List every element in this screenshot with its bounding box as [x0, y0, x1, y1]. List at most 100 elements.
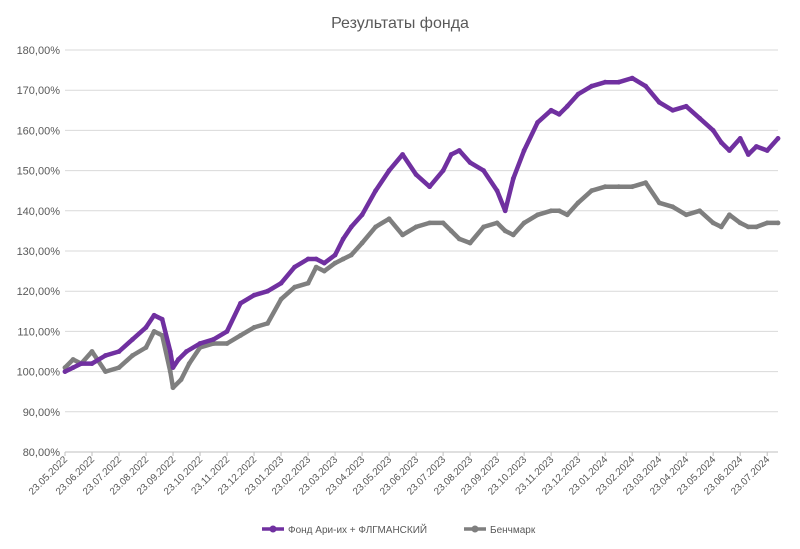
- data-point: [386, 216, 392, 222]
- data-point: [151, 329, 157, 334]
- data-point: [413, 172, 419, 178]
- data-point: [456, 148, 462, 153]
- data-point: [332, 252, 338, 258]
- data-point: [427, 184, 432, 190]
- data-point: [70, 365, 76, 370]
- data-point: [427, 220, 432, 226]
- data-point: [167, 349, 173, 354]
- data-point: [718, 224, 724, 230]
- x-axis: [64, 451, 778, 456]
- data-point: [178, 377, 184, 382]
- data-point: [616, 79, 622, 85]
- data-point: [494, 188, 500, 194]
- data-point: [448, 152, 454, 157]
- data-point: [494, 220, 500, 226]
- data-point: [103, 369, 108, 374]
- data-point: [727, 212, 732, 218]
- data-point: [78, 361, 84, 366]
- data-point: [348, 252, 354, 258]
- data-point: [564, 103, 570, 109]
- data-point: [265, 288, 270, 294]
- y-tick-label: 160,00%: [17, 125, 61, 137]
- data-point: [62, 369, 68, 374]
- y-tick-label: 90,00%: [23, 407, 61, 419]
- series-lines: [62, 75, 781, 391]
- data-point: [502, 208, 508, 214]
- data-point: [575, 91, 581, 97]
- data-point: [359, 212, 365, 218]
- data-point: [754, 144, 759, 149]
- data-point: [89, 361, 95, 366]
- data-point: [386, 168, 392, 174]
- data-point: [116, 365, 122, 370]
- data-point: [211, 341, 216, 346]
- data-point: [292, 264, 297, 270]
- data-point: [251, 292, 257, 298]
- data-point: [745, 152, 751, 157]
- y-tick-label: 120,00%: [17, 286, 61, 298]
- data-point: [321, 260, 327, 266]
- data-point: [238, 333, 243, 338]
- data-point: [575, 200, 581, 206]
- data-point: [251, 325, 257, 330]
- data-point: [400, 232, 405, 238]
- data-point: [456, 236, 462, 242]
- data-point: [70, 357, 76, 362]
- data-point: [278, 280, 284, 286]
- data-point: [548, 107, 554, 113]
- data-point: [467, 240, 473, 246]
- data-point: [643, 180, 649, 186]
- data-point: [130, 353, 135, 358]
- y-tick-label: 80,00%: [23, 447, 61, 459]
- data-point: [143, 325, 149, 330]
- data-point: [764, 220, 770, 226]
- y-tick-label: 140,00%: [17, 206, 61, 218]
- data-point: [440, 220, 446, 226]
- legend-label: Фонд Ари-их + ФЛГМАНСКИЙ: [288, 523, 427, 536]
- data-point: [332, 260, 338, 266]
- data-point: [348, 224, 354, 230]
- data-point: [548, 208, 554, 214]
- data-point: [697, 115, 703, 121]
- data-point: [727, 148, 732, 153]
- data-point: [481, 224, 486, 230]
- data-point: [737, 136, 743, 141]
- y-tick-label: 110,00%: [17, 326, 60, 338]
- data-point: [359, 240, 365, 246]
- data-point: [340, 236, 346, 242]
- data-point: [467, 160, 473, 166]
- data-point: [535, 212, 540, 218]
- chart-title: Результаты фонда: [331, 15, 469, 32]
- data-point: [305, 280, 311, 286]
- data-point: [589, 83, 594, 89]
- data-point: [697, 208, 703, 214]
- y-tick-labels: 80,00% 90,00% 100,00% 110,00% 120,00% 130,00%…: [17, 45, 61, 459]
- data-point: [718, 140, 724, 145]
- data-point: [616, 184, 622, 190]
- data-point: [656, 200, 662, 206]
- data-point: [502, 228, 508, 234]
- data-point: [521, 148, 527, 153]
- data-point: [481, 168, 486, 174]
- data-point: [186, 361, 192, 366]
- data-point: [103, 353, 108, 358]
- data-point: [629, 184, 635, 190]
- data-point: [170, 385, 176, 391]
- data-point: [292, 284, 297, 290]
- data-point: [305, 256, 311, 262]
- data-point: [373, 224, 378, 230]
- data-point: [775, 136, 781, 141]
- data-point: [683, 212, 689, 218]
- data-point: [556, 208, 562, 214]
- data-point: [197, 341, 203, 346]
- x-tick-labels: 23.05.202223.06.202223.07.202223.08.2022…: [27, 454, 773, 497]
- data-point: [184, 349, 189, 354]
- y-tick-label: 170,00%: [17, 85, 61, 97]
- data-point: [510, 176, 516, 182]
- data-point: [764, 148, 770, 153]
- data-point: [159, 333, 165, 338]
- y-tick-label: 100,00%: [17, 367, 61, 379]
- data-point: [656, 99, 662, 105]
- data-point: [521, 220, 527, 226]
